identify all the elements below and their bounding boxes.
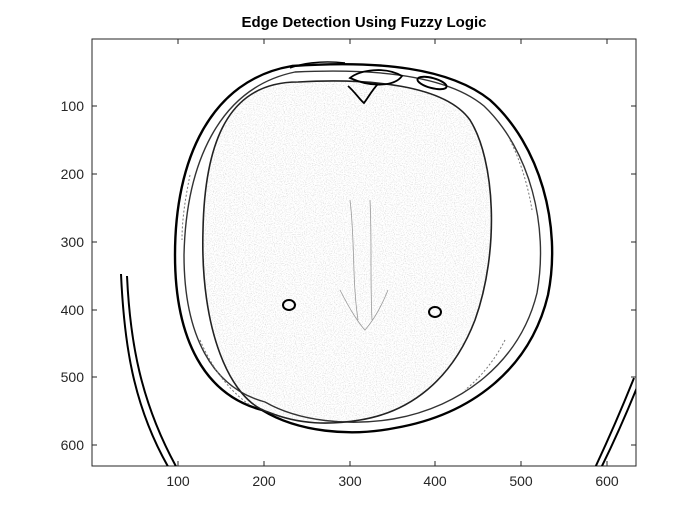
brain-boundary-edge [202,80,493,424]
lower-left-edge [120,273,169,466]
x-tick-label: 600 [595,473,619,489]
y-tick-label: 200 [61,166,85,182]
y-tick-label: 500 [61,369,85,385]
y-tick-label: 100 [61,98,85,114]
x-tick-label: 400 [423,473,447,489]
skull-inner-edge [183,70,542,423]
x-tick-label: 500 [509,473,533,489]
left-circle-feature [282,299,296,311]
right-circle-feature [428,306,442,318]
edge-image [120,61,636,466]
x-tick-label: 200 [252,473,276,489]
skull-outer-edge [173,62,554,434]
x-axis: 100 200 300 400 500 600 [166,39,619,489]
x-tick-label: 100 [166,473,190,489]
y-tick-label: 300 [61,234,85,250]
figure-title: Edge Detection Using Fuzzy Logic [241,14,487,31]
y-axis: 100 200 300 400 500 600 [61,98,636,453]
x-tick-label: 300 [338,473,362,489]
y-tick-label: 400 [61,302,85,318]
y-tick-label: 600 [61,437,85,453]
lower-right-edge [600,387,636,466]
